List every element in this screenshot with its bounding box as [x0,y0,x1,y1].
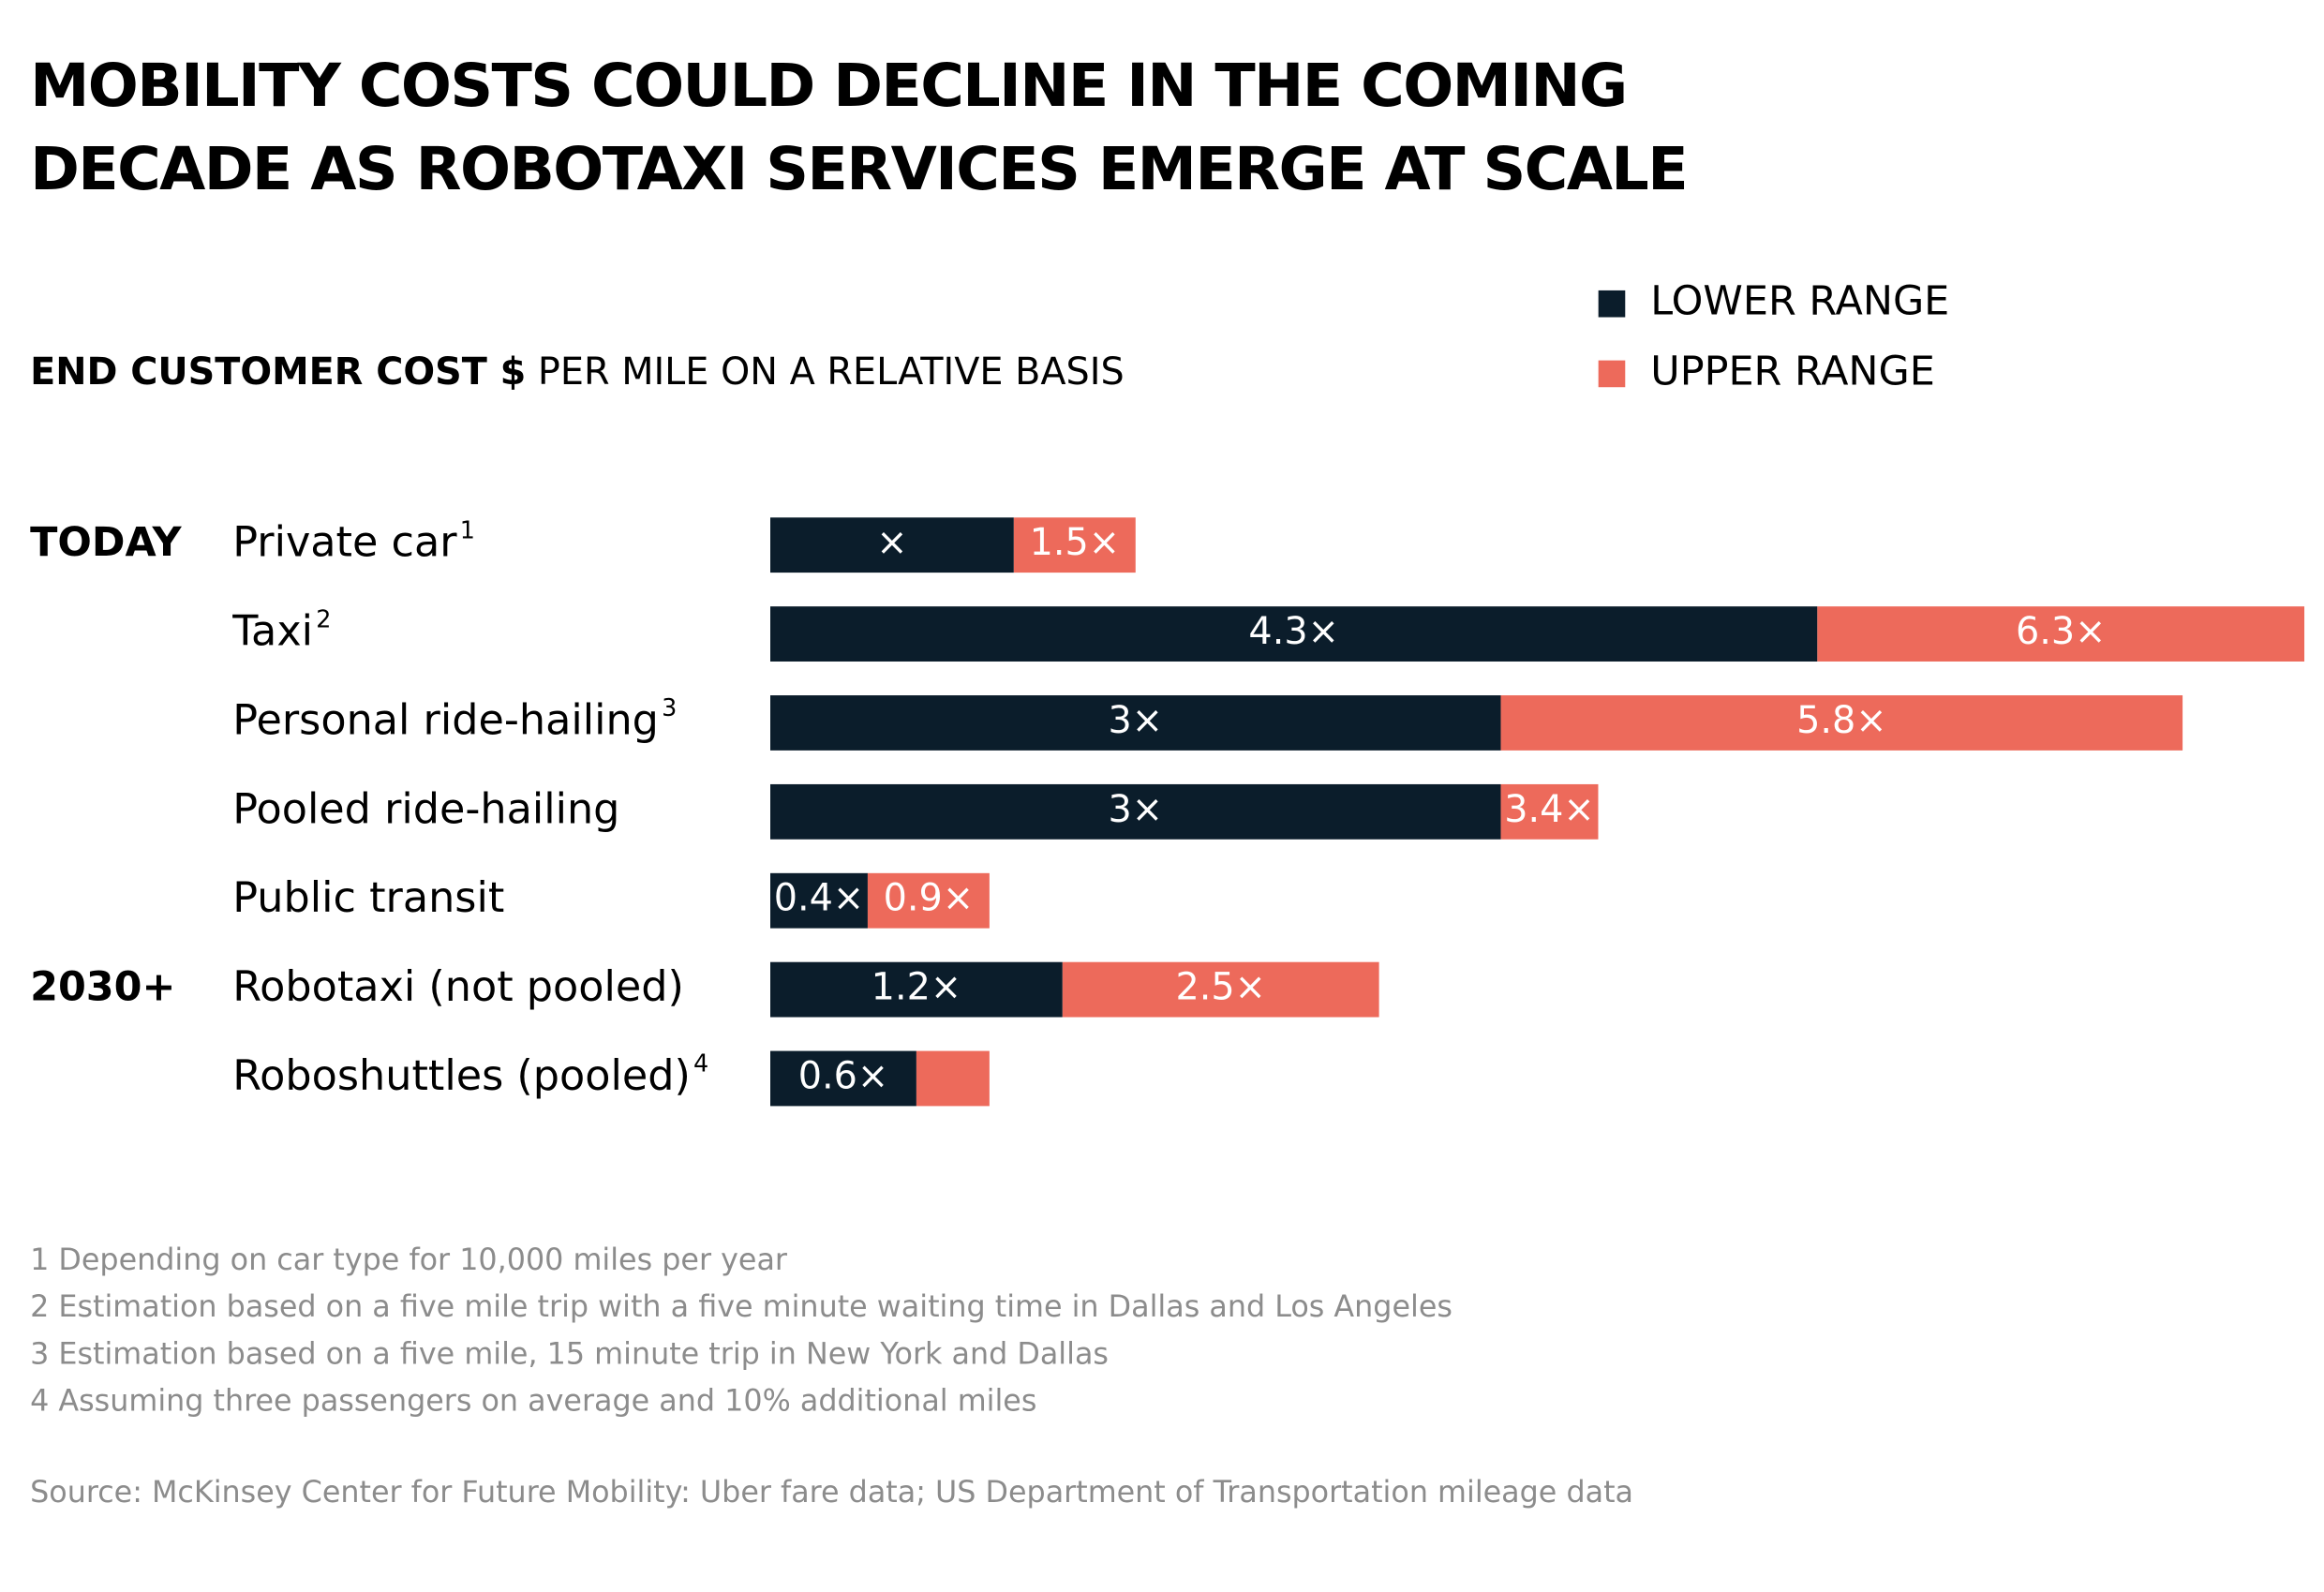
footnote: 4 Assuming three passengers on average a… [30,1384,1036,1418]
bar-segment [867,872,990,929]
category-label: Roboshuttles (pooled) [232,1052,691,1100]
value-label: 3.4× [1504,788,1594,831]
bar-segment [770,1050,916,1107]
value-label: 3× [1108,699,1163,742]
bar-segment [1013,517,1136,573]
bar-segment [770,606,1818,662]
legend-swatch [1598,360,1626,388]
bar-segment [770,961,1063,1018]
bar-segment [1062,961,1379,1018]
subtitle: END CUSTOMER COST $ PER MILE ON A RELATI… [30,350,1125,393]
source: Source: McKinsey Center for Future Mobil… [30,1476,1633,1510]
subtitle-rest: PER MILE ON A RELATIVE BASIS [538,350,1125,393]
subtitle-bold: END CUSTOMER COST $ [30,350,526,393]
bar-segment [770,695,1501,751]
group-label: TODAY [30,519,182,566]
bar-segment [770,517,1014,573]
footnote: 3 Estimation based on a five mile, 15 mi… [30,1337,1109,1371]
value-label: 4.3× [1248,610,1338,653]
value-label: 2.5× [1175,966,1265,1009]
legend-label: LOWER RANGE [1650,278,1949,325]
category-label: Robotaxi (not pooled) [232,963,684,1011]
category-label: Pooled ride-hailing [232,785,619,833]
value-label: 1.2× [872,966,961,1009]
footnote-ref: 3 [662,693,677,722]
value-label: 5.8× [1796,699,1886,742]
legend-label: UPPER RANGE [1650,348,1935,394]
value-label: 0.4× [774,877,864,920]
category-label: Private car [232,519,457,567]
group-label: 2030+ [30,964,175,1011]
chart-title: MOBILITY COSTS COULD DECLINE IN THE COMI… [30,51,1626,120]
value-label: 6.3× [2016,610,2106,653]
footnote-ref: 4 [693,1049,708,1078]
value-label: 3× [1108,788,1163,831]
footnote-ref: 1 [460,515,475,543]
bar-segment [770,783,1501,840]
bar-segment [916,1050,990,1107]
bar-segment [770,872,868,929]
value-label: 0.6× [798,1054,888,1097]
footnote: 1 Depending on car type for 10,000 miles… [30,1243,788,1277]
chart-title: DECADE AS ROBOTAXI SERVICES EMERGE AT SC… [30,134,1687,203]
value-label: 0.9× [884,877,974,920]
bar-segment [1817,606,2305,662]
category-label: Public transit [232,874,504,922]
footnote-ref: 2 [316,604,331,632]
value-label: × [876,521,907,564]
value-label: 1.5× [1030,521,1120,564]
bar-segment [1500,695,2183,751]
legend-swatch [1598,290,1626,318]
footnote: 2 Estimation based on a five mile trip w… [30,1290,1452,1324]
category-label: Taxi [231,608,313,656]
bar-segment [1500,783,1599,840]
category-label: Personal ride-hailing [232,696,659,744]
